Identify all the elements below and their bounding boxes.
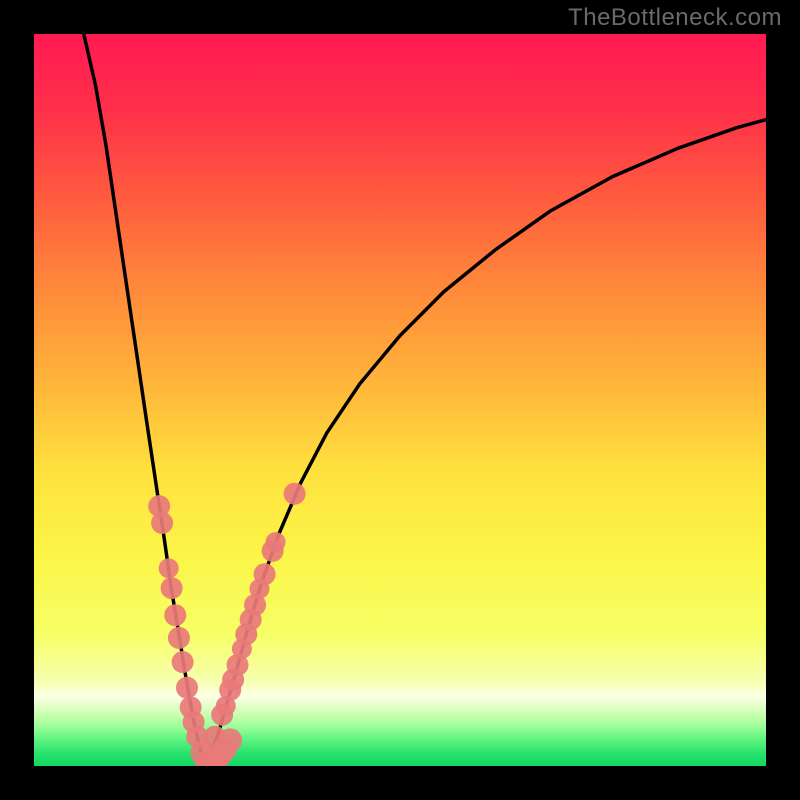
scatter-dot: [161, 577, 183, 599]
scatter-dot: [168, 627, 190, 649]
scatter-dot: [266, 532, 286, 552]
scatter-dot: [172, 651, 194, 673]
scatter-dot: [204, 726, 226, 748]
scatter-dot: [164, 604, 186, 626]
scatter-dot: [151, 512, 173, 534]
plot-area: [34, 34, 766, 766]
watermark-text: TheBottleneck.com: [568, 4, 782, 32]
scatter-dot: [159, 558, 179, 578]
scatter-dot: [284, 483, 306, 505]
scatter-dot: [254, 563, 276, 585]
plot-svg: [34, 34, 766, 766]
chart-frame: TheBottleneck.com: [0, 0, 800, 800]
scatter-dot: [176, 677, 198, 699]
